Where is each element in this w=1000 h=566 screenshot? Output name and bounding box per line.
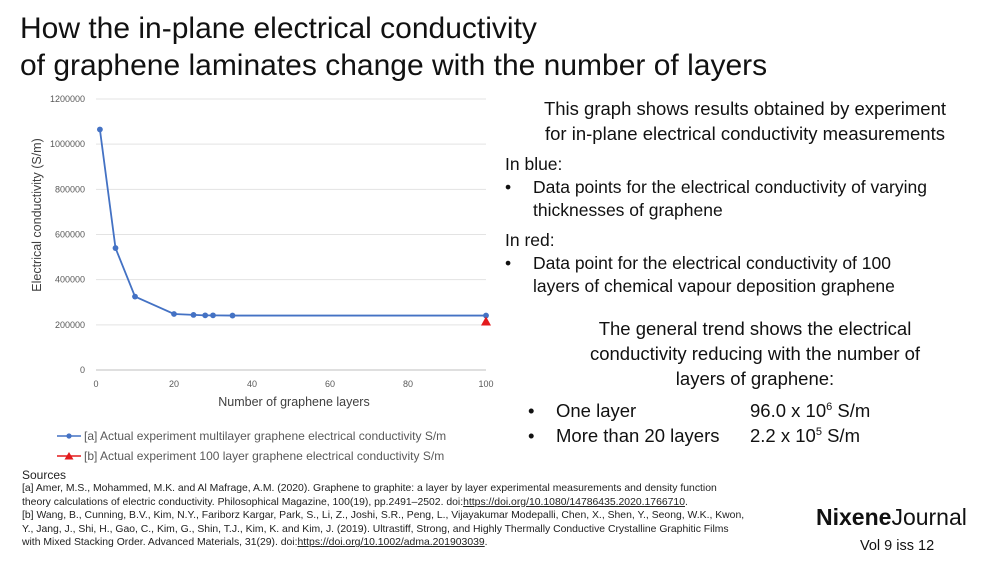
- x-tick-labels: 0 20 40 60 80 100: [93, 379, 493, 389]
- data-point: [190, 311, 197, 318]
- data-point: [483, 312, 489, 319]
- sources-section: Sources [a] Amer, M.S., Mohammed, M.K. a…: [22, 468, 812, 550]
- red-bullet-text: Data point for the electrical conductivi…: [533, 252, 895, 298]
- chart-gridlines: [96, 98, 486, 371]
- conductivity-chart: 020000040000060000080000010000001200000 …: [30, 94, 494, 409]
- x-axis-label: Number of graphene layers: [218, 395, 369, 409]
- x-tick-label: 40: [247, 379, 257, 389]
- x-tick-label: 0: [93, 379, 98, 389]
- data-point-triangle: [481, 316, 491, 326]
- y-tick-label: 1200000: [50, 94, 85, 104]
- stat-base: 96.0 x 10: [750, 400, 827, 421]
- stat-unit: S/m: [821, 425, 860, 446]
- source-a-line: theory calculations of electric conducti…: [22, 496, 812, 510]
- data-point: [132, 293, 138, 300]
- y-axis-label: Electrical conductivity (S/m): [30, 138, 44, 292]
- blue-bullet: • Data points for the electrical conduct…: [500, 176, 990, 222]
- intro-line: for in-plane electrical conductivity mea…: [545, 123, 945, 144]
- data-point: [229, 312, 236, 319]
- bullet-dot: •: [528, 425, 535, 446]
- intro-line: This graph shows results obtained by exp…: [543, 98, 947, 119]
- series-line-0: [99, 129, 486, 317]
- legend-label-multilayer: [a] Actual experiment multilayer graphen…: [84, 429, 447, 443]
- stat-unit: S/m: [832, 400, 871, 421]
- stat-base: 2.2 x 10: [750, 425, 816, 446]
- stat-more-than-20: • More than 20 layers 2.2 x 105 S/m: [528, 423, 990, 448]
- journal-logo: NixeneJournal: [816, 504, 967, 531]
- stat-label: One layer: [556, 400, 637, 421]
- stat-exponent: 5: [815, 426, 822, 438]
- stat-value: 2.2 x 105 S/m: [750, 423, 860, 448]
- bullet-dot: •: [505, 177, 512, 197]
- trend-text: The general trend shows the electrical c…: [500, 316, 990, 391]
- stat-value: 96.0 x 106 S/m: [750, 398, 870, 423]
- x-tick-label: 20: [169, 379, 179, 389]
- title-line-2: of graphene laminates change with the nu…: [20, 49, 768, 82]
- title-line-1: How the in-plane electrical conductivity: [20, 12, 537, 45]
- bullet-line: Data point for the electrical conductivi…: [533, 253, 891, 273]
- source-a-link[interactable]: https://doi.org/10.1080/14786435.2020.17…: [463, 496, 685, 508]
- source-b-line: Y., Jang, J., Shi, H., Gao, C., Kim, G.,…: [22, 523, 729, 535]
- legend-label-100-layer: [b] Actual experiment 100 layer graphene…: [84, 449, 445, 463]
- y-tick-label: 0: [80, 365, 85, 375]
- bullet-line: thicknesses of graphene: [533, 200, 723, 220]
- data-point: [112, 245, 119, 251]
- intro-text: This graph shows results obtained by exp…: [500, 96, 990, 146]
- x-tick-label: 60: [325, 379, 335, 389]
- x-tick-label: 80: [403, 379, 413, 389]
- source-a-line: [a] Amer, M.S., Mohammed, M.K. and Al Ma…: [22, 483, 717, 494]
- legend-red-marker: [57, 452, 81, 460]
- stat-exponent: 6: [826, 401, 833, 413]
- y-tick-label: 200000: [55, 320, 85, 330]
- data-point: [97, 126, 103, 133]
- source-b-line: with Mixed Stacking Order. Advanced Mate…: [22, 536, 812, 550]
- chart-legend: [a] Actual experiment multilayer graphen…: [56, 426, 446, 466]
- blue-bullet-text: Data points for the electrical conductiv…: [533, 176, 927, 222]
- source-b-line: [b] Wang, B., Cunning, B.V., Kim, N.Y., …: [22, 510, 745, 522]
- conductivity-stats: • One layer 96.0 x 106 S/m • More than 2…: [500, 398, 990, 448]
- legend-item-multilayer: [a] Actual experiment multilayer graphen…: [56, 426, 446, 446]
- y-tick-label: 400000: [55, 275, 85, 285]
- brand-light: Journal: [891, 504, 967, 530]
- y-tick-labels: 0 200000 400000 600000 800000 1000000 1200000: [50, 94, 85, 375]
- y-tick-label: 1000000: [50, 139, 85, 149]
- legend-item-100-layer: [b] Actual experiment 100 layer graphene…: [56, 446, 446, 466]
- trend-line: The general trend shows the electrical: [598, 318, 912, 339]
- source-b-link[interactable]: https://doi.org/10.1002/adma.201903039: [297, 537, 485, 549]
- page-title: How the in-plane electrical conductivity…: [20, 10, 840, 84]
- stat-one-layer: • One layer 96.0 x 106 S/m: [528, 398, 990, 423]
- blue-heading: In blue:: [505, 154, 563, 174]
- explanation-panel: This graph shows results obtained by exp…: [500, 96, 990, 448]
- y-tick-label: 800000: [55, 184, 85, 194]
- chart-series: [97, 126, 491, 326]
- sources-heading: Sources: [22, 468, 67, 482]
- data-point: [171, 311, 177, 317]
- bullet-dot: •: [528, 400, 535, 421]
- data-point: [202, 312, 209, 319]
- red-heading: In red:: [505, 230, 555, 250]
- source-a-end: .: [684, 496, 688, 508]
- bullet-line: layers of chemical vapour deposition gra…: [533, 276, 895, 296]
- trend-line: conductivity reducing with the number of: [589, 343, 921, 364]
- red-bullet: • Data point for the electrical conducti…: [500, 252, 990, 298]
- stat-label: More than 20 layers: [556, 425, 720, 446]
- issue-label: Vol 9 iss 12: [860, 538, 935, 554]
- bullet-dot: •: [505, 253, 512, 273]
- legend-blue-marker: [57, 433, 81, 439]
- brand-bold: Nixene: [816, 504, 892, 530]
- trend-line: layers of graphene:: [675, 368, 835, 389]
- source-b-text: with Mixed Stacking Order. Advanced Mate…: [22, 537, 298, 549]
- x-tick-label: 100: [478, 379, 493, 389]
- source-b-end: .: [484, 537, 488, 549]
- y-tick-label: 600000: [55, 230, 85, 240]
- source-a-text: theory calculations of electric conducti…: [22, 496, 464, 508]
- bullet-line: Data points for the electrical conductiv…: [533, 177, 927, 197]
- data-point: [210, 312, 216, 319]
